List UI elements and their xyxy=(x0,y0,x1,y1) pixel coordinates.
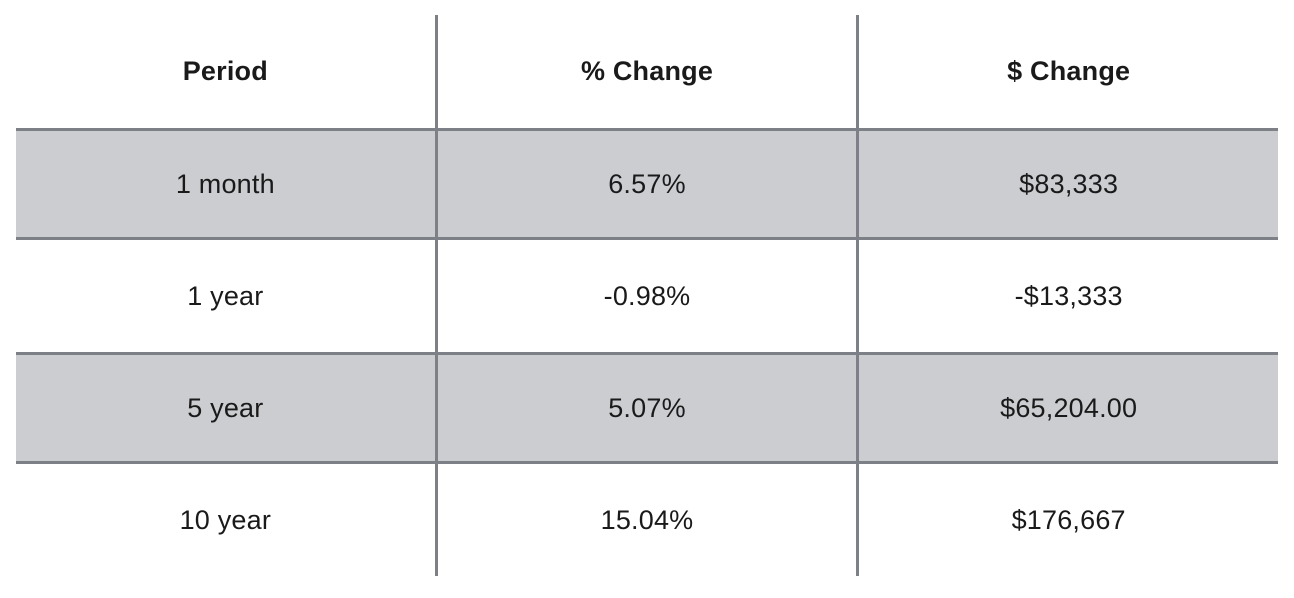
cell-period: 10 year xyxy=(179,504,272,535)
cell-percent-change: -0.98% xyxy=(434,240,857,352)
cell-dollar-change: $83,333 xyxy=(856,131,1278,237)
cell-percent-change: 5.07% xyxy=(434,355,857,461)
table-row: 1 month 6.57% $83,333 xyxy=(16,128,1278,240)
header-cell-dollar-change: $ Change xyxy=(856,15,1278,128)
cell-dollar-change: -$13,333 xyxy=(856,240,1278,352)
header-cell-percent-change: % Change xyxy=(434,15,857,128)
cell-period: 5 year xyxy=(187,392,264,423)
header-cell-period: Period xyxy=(182,56,268,87)
cell-period: 1 year xyxy=(187,280,264,311)
cell-period: 1 month xyxy=(175,168,275,199)
table-row: 5 year 5.07% $65,204.00 xyxy=(16,352,1278,464)
table-row: 10 year 15.04% $176,667 xyxy=(16,464,1278,576)
cell-percent-change: 6.57% xyxy=(434,131,857,237)
table-header-row: Period % Change $ Change xyxy=(16,15,1278,128)
comparison-table: Period % Change $ Change 1 month 6.57% $… xyxy=(16,15,1278,576)
cell-dollar-change: $176,667 xyxy=(856,464,1278,576)
cell-dollar-change: $65,204.00 xyxy=(856,355,1278,461)
cell-percent-change: 15.04% xyxy=(434,464,857,576)
table-row: 1 year -0.98% -$13,333 xyxy=(16,240,1278,352)
